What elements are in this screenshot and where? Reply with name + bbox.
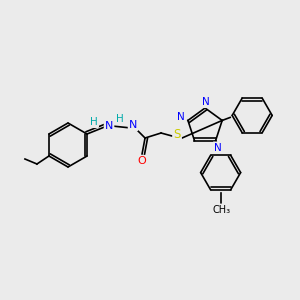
Text: N: N bbox=[105, 121, 113, 131]
Text: N: N bbox=[129, 120, 137, 130]
Text: CH₃: CH₃ bbox=[213, 205, 231, 214]
Text: N: N bbox=[202, 97, 210, 107]
Text: H: H bbox=[116, 114, 123, 124]
Text: O: O bbox=[138, 156, 146, 166]
Text: H: H bbox=[90, 117, 98, 127]
Text: S: S bbox=[173, 128, 181, 142]
Text: N: N bbox=[177, 112, 185, 122]
Text: N: N bbox=[214, 142, 221, 153]
